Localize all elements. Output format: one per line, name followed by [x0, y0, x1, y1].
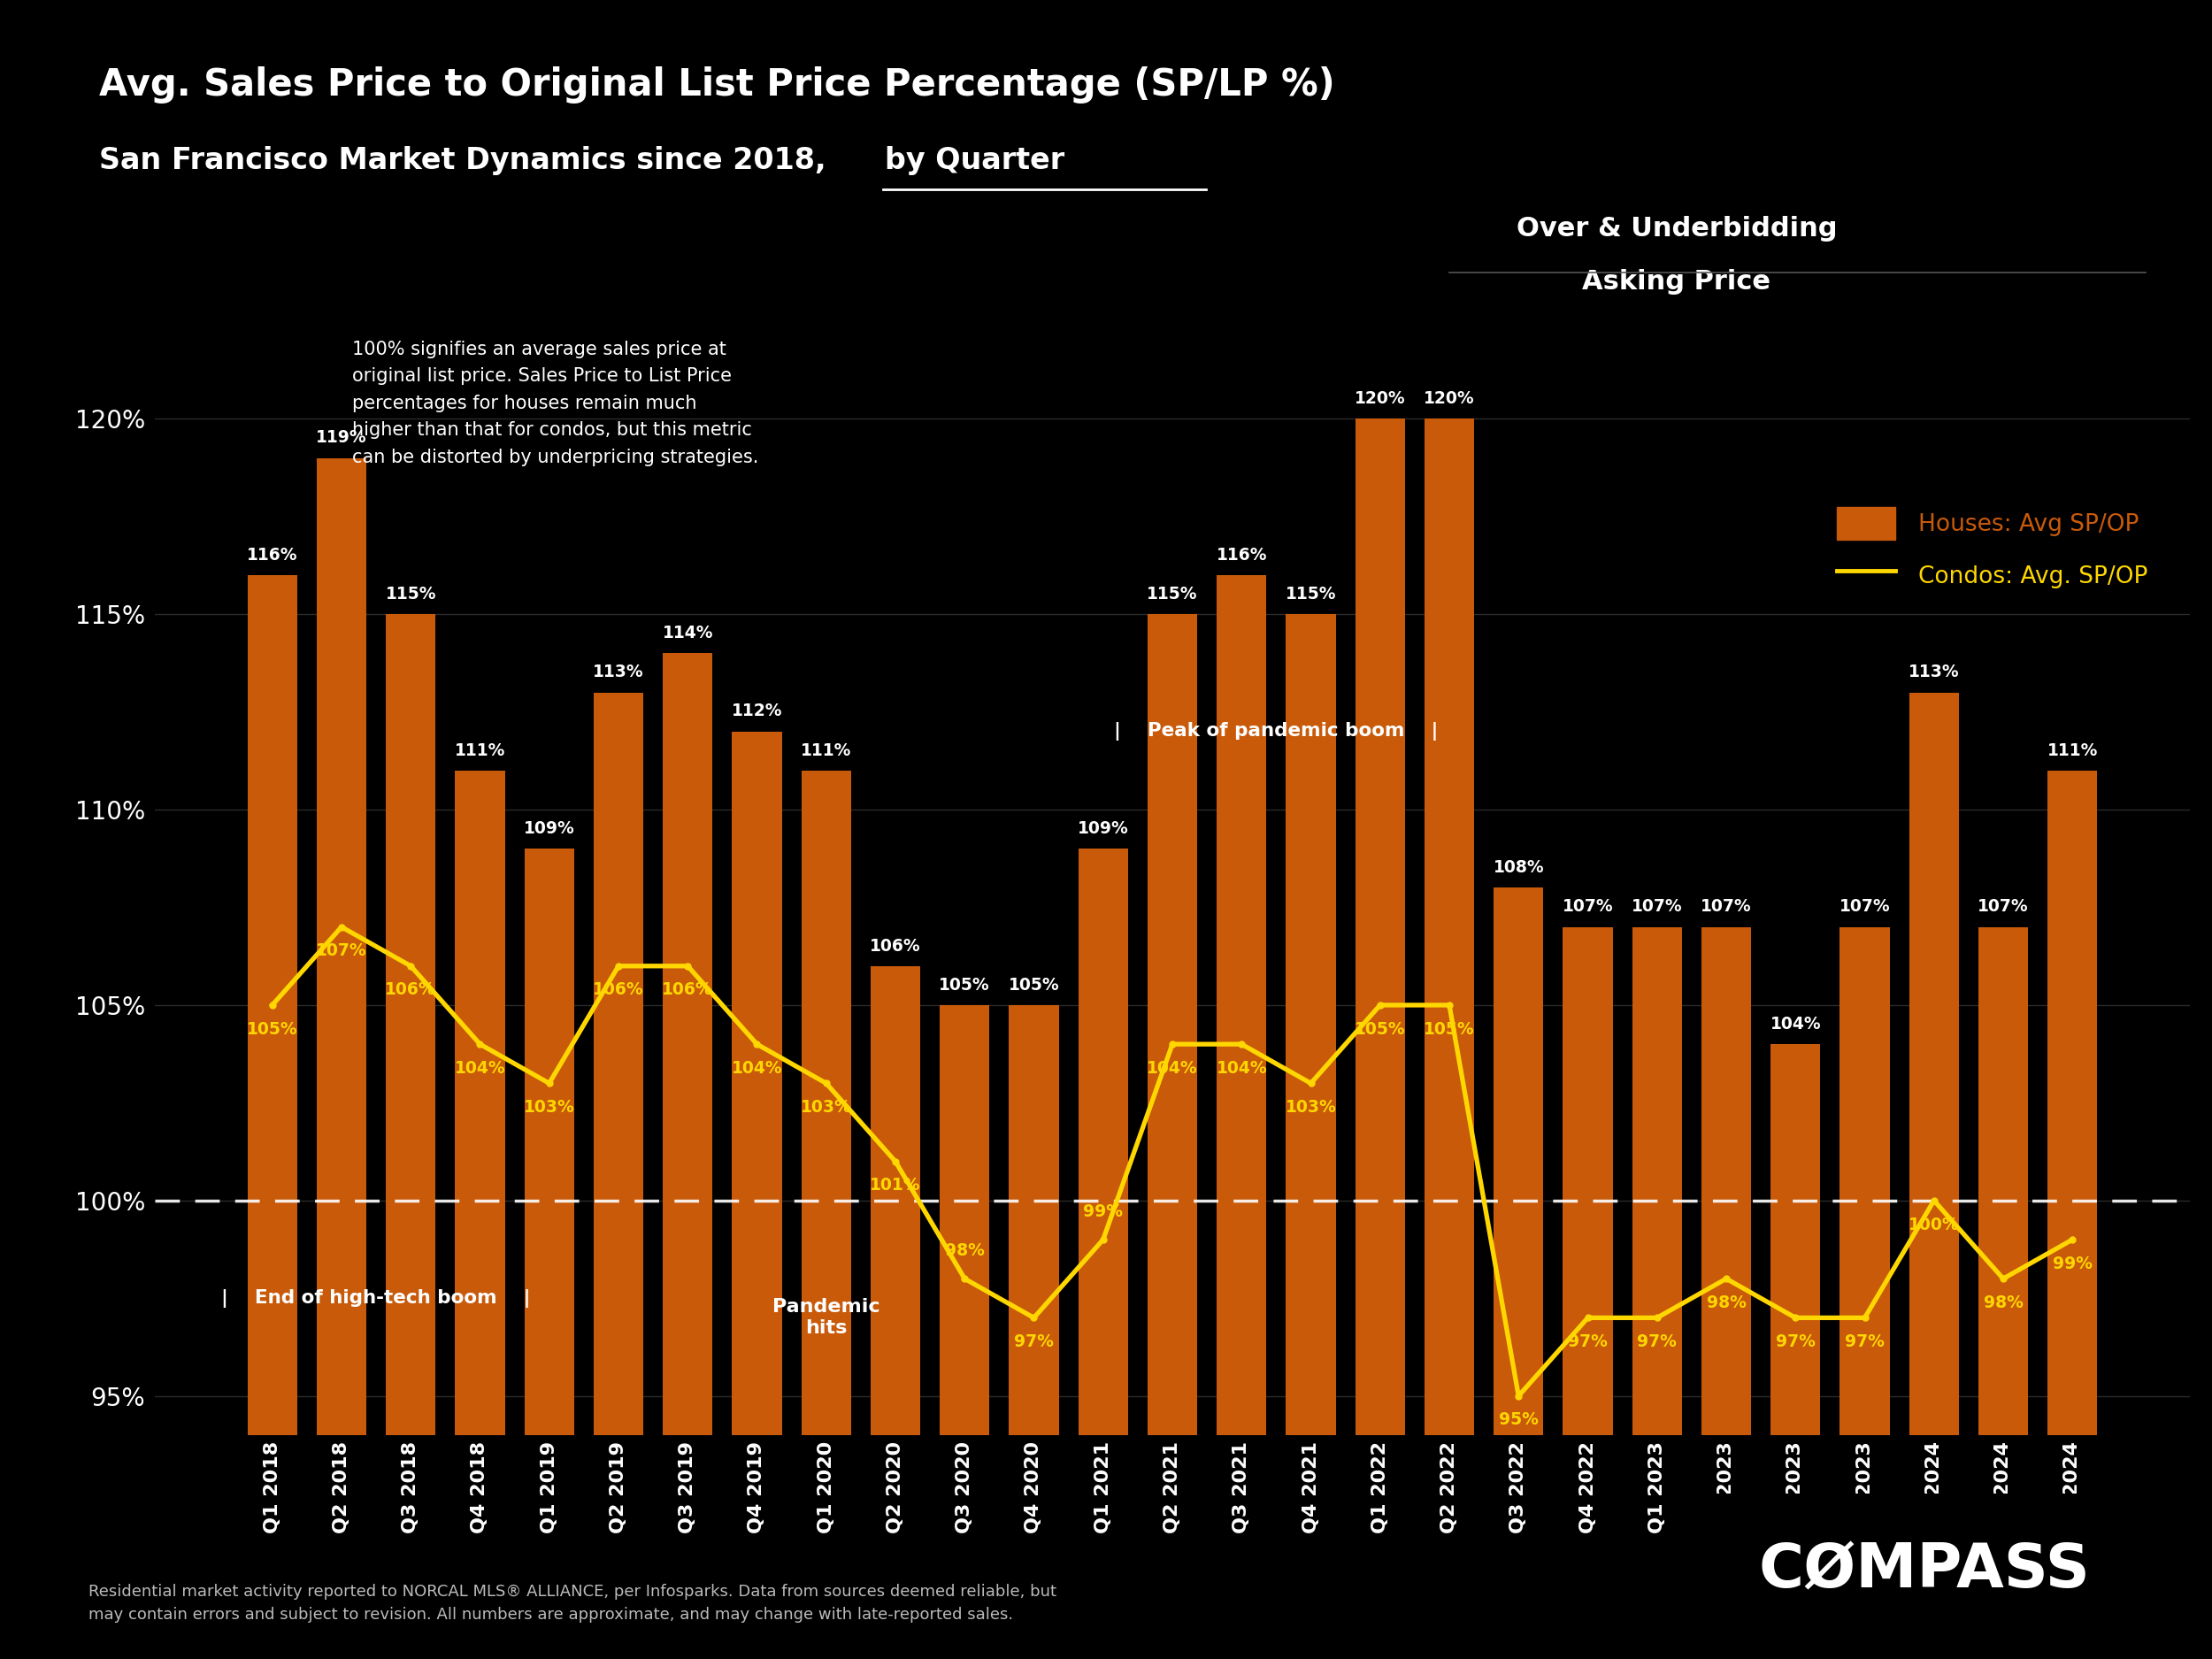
Text: 108%: 108%: [1493, 859, 1544, 876]
Text: 105%: 105%: [248, 1020, 299, 1037]
Text: 101%: 101%: [869, 1178, 920, 1194]
Bar: [1356, 418, 1405, 1435]
Text: 104%: 104%: [453, 1060, 507, 1077]
Text: 98%: 98%: [1705, 1294, 1745, 1311]
Text: by Quarter: by Quarter: [885, 146, 1064, 176]
Bar: [385, 614, 436, 1435]
Text: 104%: 104%: [1146, 1060, 1199, 1077]
Bar: [664, 654, 712, 1435]
Legend: Houses: Avg SP/OP, Condos: Avg. SP/OP: Houses: Avg SP/OP, Condos: Avg. SP/OP: [1836, 508, 2148, 592]
Text: 95%: 95%: [1500, 1412, 1537, 1428]
Text: 115%: 115%: [1285, 586, 1336, 602]
Text: 107%: 107%: [1632, 899, 1683, 916]
Bar: [801, 770, 852, 1435]
Text: 119%: 119%: [316, 430, 367, 446]
Bar: [1770, 1044, 1820, 1435]
Text: 97%: 97%: [1845, 1334, 1885, 1350]
Text: 107%: 107%: [1701, 899, 1752, 916]
Text: 105%: 105%: [940, 977, 991, 994]
Text: 113%: 113%: [1909, 664, 1960, 680]
Text: 107%: 107%: [1562, 899, 1613, 916]
Text: 104%: 104%: [1770, 1015, 1820, 1032]
Text: Pandemic
hits: Pandemic hits: [772, 1297, 880, 1337]
Text: 112%: 112%: [732, 703, 783, 720]
Bar: [1564, 927, 1613, 1435]
Text: 106%: 106%: [869, 937, 920, 954]
Text: 104%: 104%: [1217, 1060, 1267, 1077]
Text: Over & Underbidding: Over & Underbidding: [1517, 216, 1836, 241]
Text: 98%: 98%: [1984, 1294, 2024, 1311]
Bar: [1285, 614, 1336, 1435]
Text: 111%: 111%: [456, 742, 504, 758]
Text: 105%: 105%: [1354, 1020, 1405, 1037]
Text: San Francisco Market Dynamics since 2018,: San Francisco Market Dynamics since 2018…: [100, 146, 836, 176]
Text: CØMPASS: CØMPASS: [1759, 1541, 2090, 1601]
Text: 97%: 97%: [1776, 1334, 1816, 1350]
Text: 98%: 98%: [945, 1243, 984, 1259]
Text: 100%: 100%: [1909, 1216, 1960, 1233]
Text: 115%: 115%: [1148, 586, 1199, 602]
Bar: [2048, 770, 2097, 1435]
Text: 113%: 113%: [593, 664, 644, 680]
Text: 107%: 107%: [1838, 899, 1891, 916]
Bar: [316, 458, 367, 1435]
Text: Asking Price: Asking Price: [1582, 269, 1772, 294]
Text: 105%: 105%: [1009, 977, 1060, 994]
Bar: [872, 966, 920, 1435]
Text: 109%: 109%: [524, 820, 575, 838]
Text: Residential market activity reported to NORCAL MLS® ALLIANCE, per Infosparks. Da: Residential market activity reported to …: [88, 1584, 1057, 1623]
Text: Avg. Sales Price to Original List Price Percentage (SP/LP %): Avg. Sales Price to Original List Price …: [100, 66, 1336, 103]
Bar: [248, 576, 296, 1435]
Bar: [940, 1005, 989, 1435]
Text: 106%: 106%: [593, 982, 644, 999]
Bar: [1425, 418, 1473, 1435]
Bar: [1632, 927, 1681, 1435]
Text: 114%: 114%: [661, 625, 712, 642]
Bar: [1840, 927, 1889, 1435]
Bar: [1148, 614, 1197, 1435]
Text: 120%: 120%: [1354, 390, 1405, 406]
Bar: [1493, 888, 1544, 1435]
Text: 100% signifies an average sales price at
original list price. Sales Price to Lis: 100% signifies an average sales price at…: [352, 340, 759, 466]
Bar: [1909, 692, 1960, 1435]
Text: 106%: 106%: [385, 982, 436, 999]
Text: 104%: 104%: [732, 1060, 783, 1077]
Text: 116%: 116%: [1217, 546, 1267, 564]
Text: 106%: 106%: [661, 982, 712, 999]
Text: 116%: 116%: [248, 546, 299, 564]
Bar: [524, 849, 575, 1435]
Text: 97%: 97%: [1568, 1334, 1608, 1350]
Text: |    End of high-tech boom    |: | End of high-tech boom |: [221, 1289, 531, 1307]
Bar: [1701, 927, 1752, 1435]
Text: 115%: 115%: [385, 586, 436, 602]
Bar: [593, 692, 644, 1435]
Text: 97%: 97%: [1637, 1334, 1677, 1350]
Text: 103%: 103%: [1285, 1098, 1336, 1117]
Text: 120%: 120%: [1425, 390, 1475, 406]
Bar: [456, 770, 504, 1435]
Bar: [1978, 927, 2028, 1435]
Text: 99%: 99%: [2053, 1256, 2093, 1272]
Text: 103%: 103%: [524, 1098, 575, 1117]
Text: 109%: 109%: [1077, 820, 1128, 838]
Text: 99%: 99%: [1084, 1203, 1124, 1219]
Text: 105%: 105%: [1425, 1020, 1475, 1037]
Bar: [1217, 576, 1267, 1435]
Text: 111%: 111%: [2046, 742, 2097, 758]
Text: 107%: 107%: [1978, 899, 2028, 916]
Bar: [1009, 1005, 1060, 1435]
Bar: [1077, 849, 1128, 1435]
Text: 97%: 97%: [1013, 1334, 1053, 1350]
Bar: [732, 732, 781, 1435]
Text: 103%: 103%: [801, 1098, 852, 1117]
Text: 111%: 111%: [801, 742, 852, 758]
Text: |    Peak of pandemic boom    |: | Peak of pandemic boom |: [1115, 722, 1438, 742]
Text: 107%: 107%: [316, 942, 367, 959]
